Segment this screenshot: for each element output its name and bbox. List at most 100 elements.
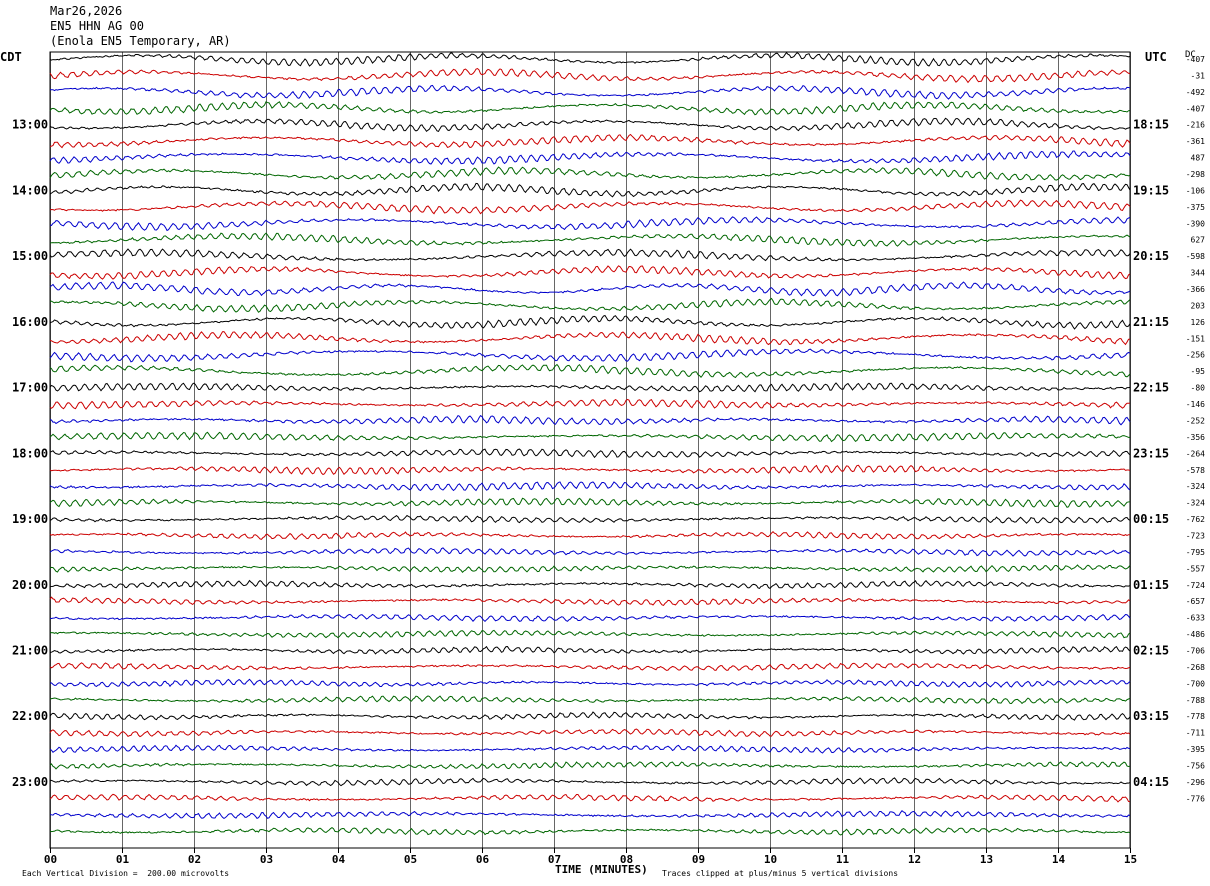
right-axis-label: UTC [1145, 50, 1167, 64]
seismic-trace-blue [49, 678, 1131, 689]
clip-note: Traces clipped at plus/minus 5 vertical … [662, 869, 899, 878]
seismic-trace-blue [49, 810, 1131, 820]
utc-time-label: 21:15 [1133, 315, 1169, 329]
x-tick-label: 08 [620, 853, 633, 866]
utc-time-label: 03:15 [1133, 709, 1169, 723]
seismic-trace-blue [49, 744, 1131, 754]
seismic-trace-green [49, 695, 1131, 705]
dc-offset-label: 487 [1191, 154, 1206, 163]
utc-time-label: 22:15 [1133, 381, 1169, 395]
x-tick-label: 15 [1124, 853, 1137, 866]
dc-offset-label: -390 [1186, 219, 1205, 228]
dc-offset-label: -106 [1186, 186, 1205, 195]
cdt-time-label: 16:00 [12, 315, 48, 329]
x-tick-label: 13 [980, 853, 993, 866]
dc-offset-label: -578 [1186, 466, 1205, 475]
seismic-trace-green [49, 297, 1131, 313]
dc-offset-label: -633 [1186, 614, 1205, 623]
dc-offset-label: 126 [1191, 318, 1206, 327]
seismic-trace-green [49, 101, 1131, 116]
seismic-trace-green [49, 497, 1131, 508]
seismic-trace-blue [49, 613, 1131, 623]
seismic-trace-blue [49, 216, 1131, 232]
seismic-trace-red [49, 530, 1131, 540]
dc-offset-label: 344 [1191, 269, 1206, 278]
seismic-trace-green [49, 363, 1131, 379]
cdt-time-label: 17:00 [12, 381, 48, 395]
dc-offset-label: 627 [1191, 236, 1206, 245]
seismic-trace-blue [49, 414, 1131, 426]
seismic-trace-red [49, 331, 1131, 346]
seismic-trace-red [49, 398, 1131, 410]
dc-offset-label: -776 [1186, 794, 1205, 803]
seismic-trace-black [49, 645, 1131, 655]
dc-offset-label: -778 [1186, 712, 1205, 721]
dc-offset-label: -361 [1186, 137, 1205, 146]
dc-offset-label: -407 [1186, 55, 1205, 64]
seismic-trace-blue [49, 481, 1131, 492]
cdt-time-label: 22:00 [12, 709, 48, 723]
seismic-trace-blue [49, 150, 1131, 166]
seismic-trace-black [49, 182, 1131, 198]
dc-offset-label: -492 [1186, 88, 1205, 97]
dc-offset-label: -268 [1186, 663, 1205, 672]
header-station: (Enola EN5 Temporary, AR) [50, 34, 231, 48]
dc-offset-label: -324 [1186, 499, 1205, 508]
seismic-trace-black [49, 51, 1131, 67]
x-tick-label: 00 [44, 853, 57, 866]
seismic-trace-green [49, 166, 1131, 181]
seismic-trace-red [49, 265, 1131, 280]
dc-offset-label: -151 [1186, 334, 1205, 343]
seismic-trace-black [49, 382, 1131, 393]
dc-offset-label: -711 [1186, 729, 1205, 738]
dc-offset-label: -80 [1191, 384, 1206, 393]
dc-offset-label: -788 [1186, 696, 1205, 705]
dc-offset-label: -216 [1186, 121, 1205, 130]
dc-offset-label: -756 [1186, 761, 1205, 770]
cdt-time-label: 21:00 [12, 643, 48, 657]
dc-offset-label: -407 [1186, 104, 1205, 113]
seismic-trace-black [49, 314, 1131, 330]
dc-offset-label: -762 [1186, 515, 1205, 524]
x-tick-label: 06 [476, 853, 490, 866]
cdt-time-label: 14:00 [12, 183, 48, 197]
seismic-trace-green [49, 761, 1131, 770]
seismic-trace-green [49, 232, 1131, 247]
seismic-trace-blue [49, 547, 1131, 557]
seismic-trace-blue [49, 281, 1131, 297]
dc-offset-label: -356 [1186, 433, 1205, 442]
dc-offset-label: -706 [1186, 646, 1205, 655]
utc-time-label: 23:15 [1133, 446, 1169, 460]
x-tick-label: 14 [1052, 853, 1066, 866]
seismic-trace-black [49, 248, 1131, 262]
x-tick-label: 03 [260, 853, 273, 866]
seismic-trace-black [49, 514, 1131, 524]
dc-offset-label: -723 [1186, 531, 1205, 540]
seismic-trace-red [49, 793, 1131, 803]
dc-offset-label: 203 [1191, 301, 1206, 310]
utc-time-label: 00:15 [1133, 512, 1169, 526]
utc-time-label: 20:15 [1133, 249, 1169, 263]
dc-offset-label: -252 [1186, 416, 1205, 425]
cdt-time-label: 18:00 [12, 446, 48, 460]
header-date: Mar26,2026 [50, 4, 123, 18]
seismic-trace-red [49, 199, 1131, 215]
seismic-trace-red [49, 133, 1131, 149]
dc-offset-label: -598 [1186, 252, 1205, 261]
seismic-trace-blue [49, 348, 1131, 363]
utc-time-label: 01:15 [1133, 578, 1169, 592]
seismic-trace-black [49, 117, 1131, 133]
dc-offset-label: -795 [1186, 548, 1205, 557]
dc-label: DC [1185, 50, 1196, 60]
left-axis-label: CDT [0, 50, 22, 64]
dc-offset-label: -146 [1186, 400, 1205, 409]
plot-frame [49, 51, 1131, 849]
x-axis-title: TIME (MINUTES) [555, 863, 648, 876]
dc-offset-label: -657 [1186, 597, 1205, 606]
seismic-trace-red [49, 67, 1131, 84]
seismic-trace-red [49, 728, 1131, 738]
dc-offset-label: -256 [1186, 351, 1205, 360]
seismic-trace-black [49, 448, 1131, 459]
scale-note: Each Vertical Division = 200.00 microvol… [22, 869, 230, 878]
utc-time-label: 19:15 [1133, 183, 1169, 197]
